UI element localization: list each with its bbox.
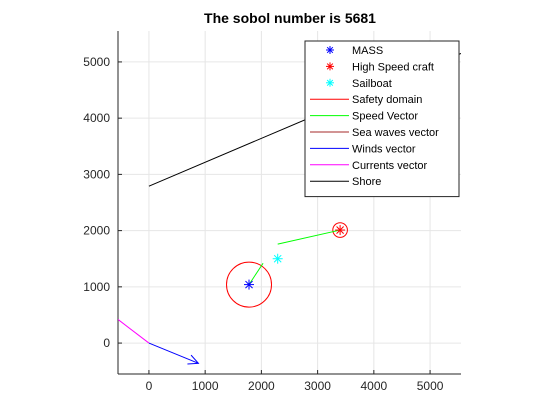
x-tick-label: 5000 [417, 379, 444, 393]
legend-marker [326, 63, 334, 70]
sailboat-marker-stroke [273, 254, 282, 263]
legend-marker [326, 79, 334, 86]
legend-label: Sea waves vector [352, 127, 439, 139]
y-tick-label: 1000 [83, 280, 110, 294]
x-tick-label: 3000 [304, 379, 331, 393]
chart-title: The sobol number is 5681 [204, 10, 376, 26]
x-tick-label: 0 [146, 379, 153, 393]
legend-item: High Speed craft [326, 61, 434, 73]
speed-vector [277, 229, 341, 245]
high-speed-craft-marker-stroke [336, 226, 344, 234]
legend-item: Currents vector [310, 160, 428, 172]
legend-item: Shore [310, 176, 381, 188]
y-tick-label: 5000 [83, 55, 110, 69]
legend-marker [326, 46, 334, 54]
legend-item: Winds vector [310, 143, 416, 155]
legend-label: Sailboat [352, 78, 392, 90]
legend-label: Shore [352, 176, 381, 188]
x-tick-label: 1000 [192, 379, 219, 393]
axes: 0 1000 2000 3000 4000 5000 0 1000 2000 3000 4000 50… [83, 31, 461, 393]
winds-vector-head [187, 354, 200, 365]
legend-label: MASS [352, 45, 383, 57]
speed-vector [248, 262, 264, 285]
legend-item: Sea waves vector [310, 127, 439, 139]
legend-label: High Speed craft [352, 61, 434, 73]
y-tick-label: 4000 [83, 111, 110, 125]
legend-item: Sailboat [326, 78, 392, 90]
legend-label: Winds vector [352, 143, 416, 155]
currents-vector [118, 319, 150, 344]
mass-marker-stroke [245, 280, 253, 289]
sailboat-marker [272, 253, 283, 264]
legend-item: Safety domain [310, 94, 422, 106]
x-tick-label: 4000 [360, 379, 387, 393]
winds-vector [148, 342, 199, 364]
safety-domain-circle [226, 261, 273, 308]
mass-marker [244, 279, 255, 290]
legend-label: Safety domain [352, 94, 422, 106]
y-tick-label: 0 [103, 336, 110, 350]
legend-label: Speed Vector [352, 111, 418, 123]
y-tick-label: 3000 [83, 167, 110, 181]
legend-label: Currents vector [352, 160, 428, 172]
legend-item: Speed Vector [310, 111, 418, 123]
legend: MASS High Speed craft Sailboat Safety domai… [304, 40, 460, 198]
legend-item: MASS [326, 45, 383, 57]
y-tick-label: 2000 [83, 224, 110, 238]
high-speed-craft-marker [335, 225, 346, 236]
x-tick-label: 2000 [248, 379, 275, 393]
safety-domain-circle [332, 222, 348, 238]
